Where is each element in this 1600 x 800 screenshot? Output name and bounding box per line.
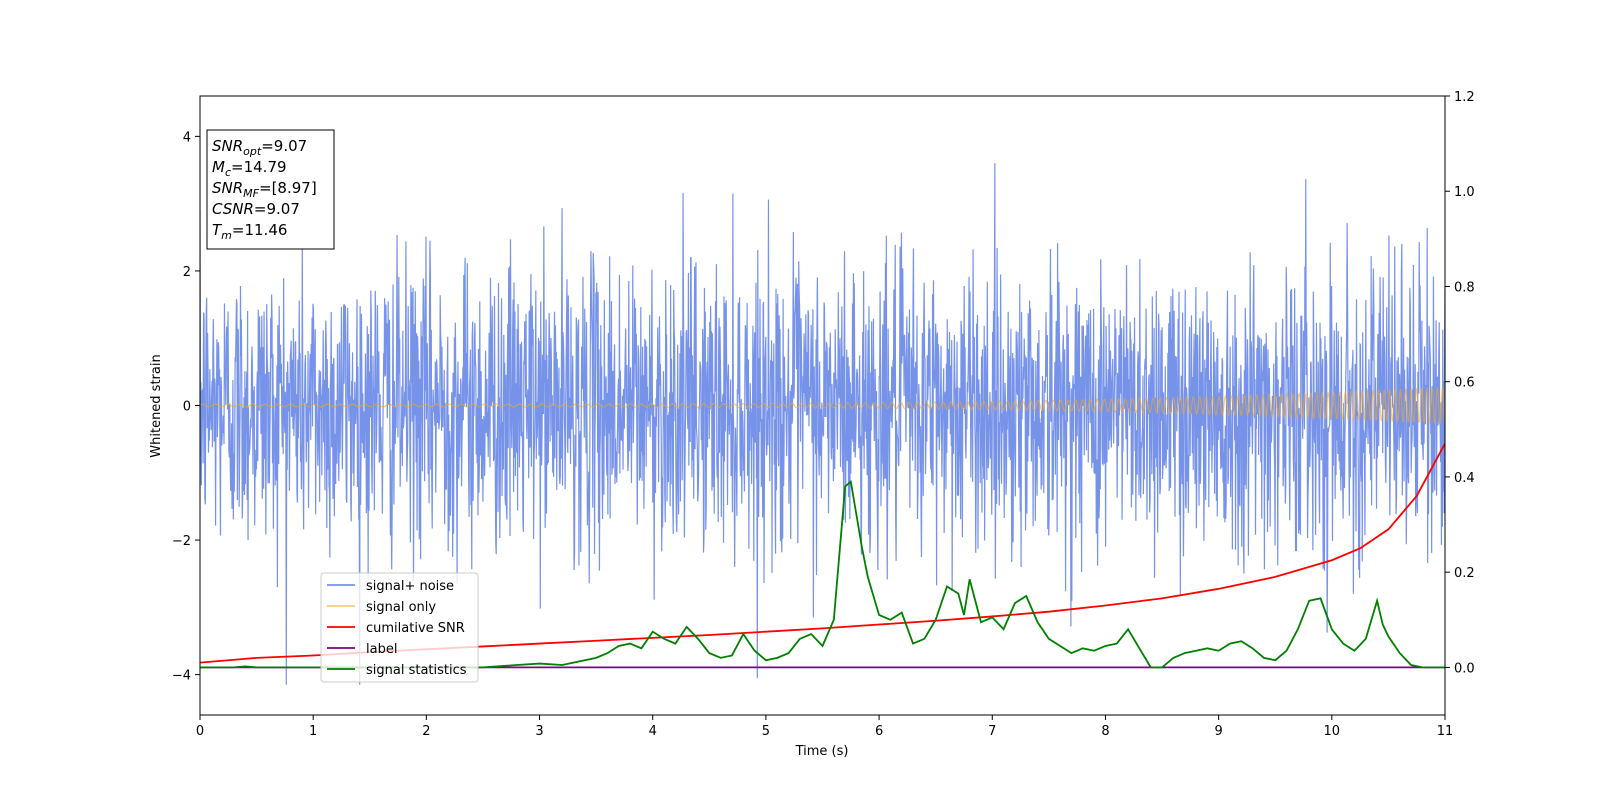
x-tick-label: 9: [1214, 724, 1222, 739]
y2-tick-label: 0.6: [1454, 376, 1475, 391]
legend: signal+ noise signal only cumilative SNR la…: [320, 572, 479, 683]
y-tick-label: −4: [172, 669, 191, 684]
y-axis-right: 1.2 1.0 0.8 0.6 0.4 0.2 0.0: [1445, 90, 1475, 676]
annotation-frame: [206, 129, 335, 250]
y2-tick-label: 0.4: [1454, 471, 1475, 486]
y-axis-left: 4 2 0 −2 −4: [172, 130, 200, 684]
x-tick-label: 3: [535, 724, 543, 739]
annotation-box: SNRopt=9.07Mc=14.79SNRMF=[8.97]CSNR=9.07…: [206, 129, 335, 250]
y2-tick-label: 1.2: [1454, 90, 1475, 105]
y2-tick-label: 0.8: [1454, 280, 1475, 295]
annotation-line: SNRMF=[8.97]: [212, 179, 317, 200]
legend-label: signal statistics: [366, 663, 467, 678]
annotation-line: Mc=14.79: [212, 158, 287, 179]
y2-tick-label: 0.2: [1454, 566, 1475, 581]
annotation-line: SNRopt=9.07: [212, 137, 307, 158]
x-tick-label: 0: [196, 724, 204, 739]
y2-tick-label: 1.0: [1454, 185, 1475, 200]
y-tick-label: −2: [172, 534, 191, 549]
x-tick-label: 11: [1437, 724, 1454, 739]
legend-label: signal+ noise: [366, 579, 454, 594]
annotation-line: CSNR=9.07: [212, 200, 300, 218]
x-tick-label: 6: [875, 724, 883, 739]
legend-label: label: [366, 642, 397, 657]
x-tick-label: 4: [649, 724, 657, 739]
x-axis-label: Time (s): [795, 744, 849, 759]
legend-label: signal only: [366, 600, 436, 615]
x-tick-label: 7: [988, 724, 996, 739]
annotation-line: Tm=11.46: [212, 221, 287, 242]
y2-tick-label: 0.0: [1454, 661, 1475, 676]
y-tick-label: 2: [183, 265, 191, 280]
x-tick-label: 2: [422, 724, 430, 739]
y-tick-label: 4: [183, 130, 191, 145]
y-axis-label: Whitened strain: [149, 354, 164, 457]
x-tick-label: 10: [1324, 724, 1341, 739]
series-signal-noise-line: [200, 163, 1445, 685]
series-signal-statistics-line: [200, 479, 1445, 669]
legend-label: cumilative SNR: [366, 621, 465, 636]
legend-frame: [320, 572, 479, 683]
x-tick-label: 5: [762, 724, 770, 739]
y-tick-label: 0: [183, 400, 191, 415]
x-tick-label: 1: [309, 724, 317, 739]
x-tick-label: 8: [1101, 724, 1109, 739]
series-signal-only-line: [200, 386, 1445, 425]
x-axis: 0 1 2 3 4 5 6 7 8 9 10 11: [196, 715, 1453, 739]
